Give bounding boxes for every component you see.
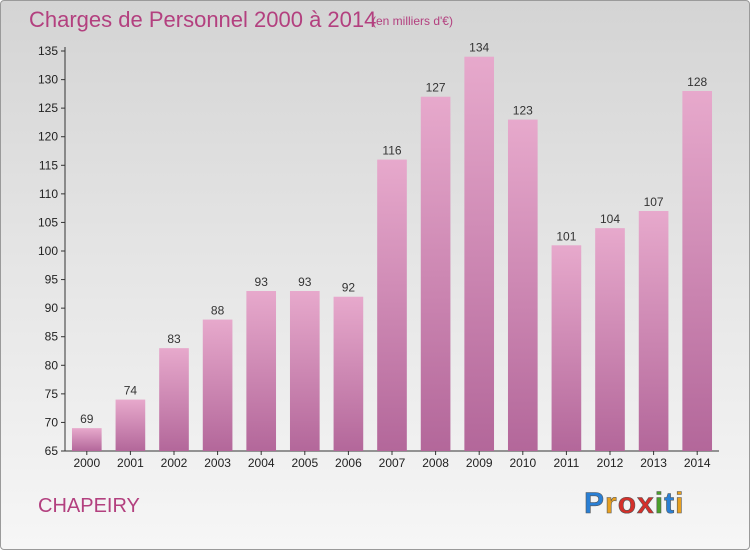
y-tick-label: 85	[45, 330, 59, 344]
bar-2009	[464, 56, 495, 451]
commune-name: CHAPEIRY	[38, 495, 140, 517]
proxiti-logo: Proxiti	[584, 487, 684, 521]
y-tick-label: 65	[45, 444, 59, 458]
bar-2012	[595, 228, 625, 451]
x-tick-label: 2011	[553, 456, 579, 470]
bar-2010	[507, 119, 538, 452]
bar-2001	[115, 399, 146, 451]
bar-2002	[159, 348, 189, 451]
logo-letter: i	[675, 487, 685, 521]
bar-2006	[333, 296, 364, 451]
bar-2011	[551, 245, 582, 451]
value-labels: 69 74 83 88 93 93 92 116 127 134 123 101 104 107 128	[80, 41, 707, 426]
value-label-2009: 134	[469, 41, 489, 55]
chart-subtitle: (en milliers d'€)	[372, 14, 453, 28]
y-tick-label: 100	[38, 244, 58, 258]
y-tick-label: 90	[45, 301, 59, 315]
x-tick-label: 2008	[422, 456, 449, 470]
value-label-2008: 127	[426, 81, 446, 95]
y-tick-label: 70	[45, 415, 59, 429]
x-tick-label: 2002	[161, 456, 188, 470]
y-tick-label: 110	[39, 187, 58, 201]
x-tick-label: 2012	[597, 456, 624, 470]
y-tick-label: 125	[38, 101, 58, 115]
x-tick-label: 2009	[466, 456, 493, 470]
value-label-2003: 88	[211, 304, 225, 318]
logo-letter: t	[664, 487, 676, 521]
y-tick-label: 105	[38, 215, 58, 229]
x-tick-label: 2013	[640, 456, 667, 470]
y-tick-label: 75	[45, 387, 59, 401]
value-label-2010: 123	[513, 104, 533, 118]
bar-2014	[682, 91, 713, 451]
y-tick-label: 135	[38, 44, 58, 58]
x-tick-label: 2001	[117, 456, 144, 470]
value-label-2007: 116	[382, 144, 401, 158]
x-tick-label: 2006	[335, 456, 362, 470]
bar-2008	[420, 96, 451, 451]
logo-letter: x	[637, 487, 655, 521]
value-label-2004: 93	[255, 275, 269, 289]
logo-letter: i	[654, 487, 665, 521]
x-tick-label: 2004	[248, 456, 275, 470]
logo-letter: P	[584, 487, 606, 521]
y-tick-label: 120	[38, 130, 58, 144]
x-tick-label: 2007	[379, 456, 406, 470]
value-label-2001: 74	[124, 384, 138, 398]
x-tick-label: 2003	[204, 456, 231, 470]
bar-2013	[638, 211, 669, 451]
bar-2005	[289, 291, 320, 451]
value-label-2014: 128	[687, 75, 707, 89]
bar-2000	[71, 428, 102, 451]
y-tick-label: 95	[45, 273, 59, 287]
axes: 65 70 75 80 85 90 95 100 105 110 115 120 125 130 135 20…	[38, 44, 719, 470]
bar-2003	[202, 319, 233, 451]
y-tick-label: 130	[38, 73, 58, 87]
value-label-2002: 83	[167, 332, 181, 346]
y-tick-label: 115	[39, 158, 58, 172]
x-tick-label: 2005	[291, 456, 318, 470]
value-label-2011: 101	[556, 229, 576, 243]
x-tick-label: 2010	[509, 456, 536, 470]
x-tick-label: 2000	[73, 456, 100, 470]
logo-letter: o	[617, 487, 638, 521]
value-label-2013: 107	[644, 195, 664, 209]
value-label-2012: 104	[600, 212, 620, 226]
value-label-2000: 69	[80, 412, 94, 426]
logo-letter: r	[605, 487, 618, 521]
bars	[71, 56, 713, 452]
chart-title: Charges de Personnel 2000 à 2014	[29, 7, 377, 32]
bar-2004	[246, 291, 277, 451]
bar-2007	[377, 159, 407, 452]
value-label-2005: 93	[298, 275, 312, 289]
value-label-2006: 92	[342, 281, 356, 295]
x-tick-label: 2014	[684, 456, 711, 470]
y-tick-label: 80	[45, 358, 59, 372]
